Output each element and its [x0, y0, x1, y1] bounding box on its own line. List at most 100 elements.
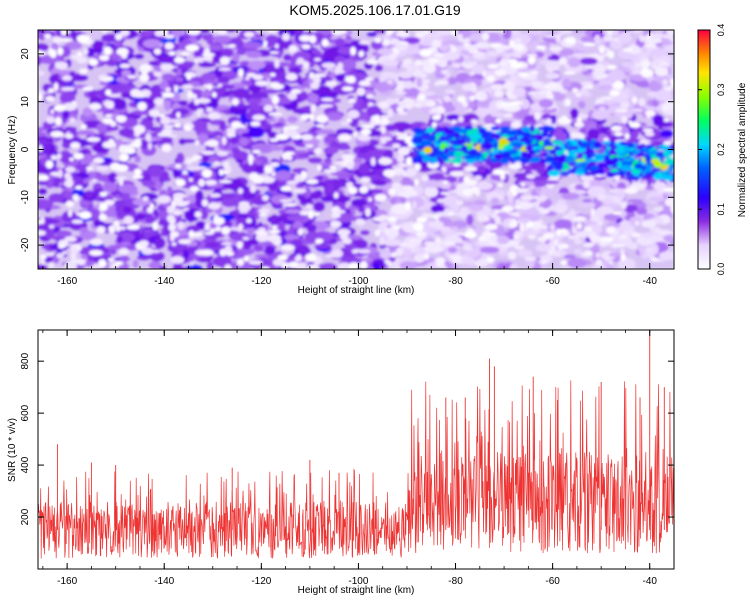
spectrogram-cell	[395, 31, 410, 37]
spectrogram-cell	[89, 238, 103, 246]
spectrogram-cell	[153, 97, 164, 106]
spectrogram-cell	[269, 229, 281, 234]
spectrogram-cell	[438, 44, 449, 52]
spectrogram-cell	[212, 255, 232, 268]
spectrogram-cell	[243, 31, 255, 38]
spectrogram-cell	[250, 121, 261, 127]
spectrogram-cell	[371, 179, 387, 186]
spectrogram-cell	[130, 141, 142, 148]
spectrogram-cell	[38, 54, 42, 66]
spectrogram-signal-cell	[638, 143, 646, 148]
spectrogram-cell	[619, 234, 627, 239]
spectrogram-cell	[576, 190, 587, 194]
spectrogram-cell	[215, 226, 221, 232]
spectrogram-cell	[530, 80, 544, 89]
spectrogram-cell	[591, 110, 609, 121]
spectrogram-cell	[38, 49, 42, 54]
spectrogram-cell	[283, 234, 300, 241]
spectrogram-signal-cell	[437, 138, 442, 144]
spectrogram-cell	[346, 117, 352, 123]
spectrogram-signal-cell	[541, 152, 548, 157]
spectrogram-signal-cell	[623, 145, 630, 153]
spectrogram-signal-cell	[653, 172, 662, 181]
spectrogram-cell	[590, 214, 599, 223]
spectrogram-cell	[598, 193, 604, 201]
spectrogram-cell	[626, 199, 644, 204]
spectrogram-cell	[405, 168, 417, 177]
spectrogram-cell	[424, 253, 430, 260]
spectrogram-cell	[280, 244, 295, 251]
spectrogram-cell	[177, 221, 184, 230]
spectrogram-cell	[162, 92, 175, 98]
spectrogram-cell	[313, 57, 322, 62]
spectrogram-cell	[638, 246, 646, 257]
spectrogram-y-tick-label: -10	[20, 190, 31, 205]
spectrogram-cell	[65, 166, 76, 173]
spectrogram-cell	[443, 95, 451, 103]
spectrogram-cell	[355, 218, 366, 226]
spectrogram-cell	[274, 39, 293, 50]
spectrogram-cell	[83, 48, 89, 55]
spectrogram-cell	[490, 197, 500, 205]
spectrogram-cell	[269, 72, 276, 77]
spectrogram-signal-cell	[482, 154, 488, 159]
snr-y-axis-label: SNR (10 * v/v)	[7, 418, 18, 482]
spectrogram-cell	[532, 220, 542, 230]
spectrogram-cell	[231, 146, 241, 155]
spectrogram-cell	[261, 176, 275, 184]
spectrogram-cell	[114, 164, 129, 172]
spectrogram-cell	[182, 207, 189, 212]
spectrogram-cell	[474, 52, 485, 59]
spectrogram-cell	[119, 254, 130, 263]
spectrogram-cell	[221, 69, 238, 78]
spectrogram-cell	[64, 126, 75, 132]
spectrogram-cell	[206, 33, 214, 45]
spectrogram-signal-cell	[443, 146, 449, 155]
spectrogram-cell	[175, 178, 186, 187]
spectrogram-cell	[187, 90, 193, 99]
spectrogram-cell	[602, 182, 611, 188]
spectrogram-cell	[147, 142, 152, 150]
spectrogram-cell	[518, 180, 535, 187]
spectrogram-image	[38, 30, 674, 269]
spectrogram-cell	[422, 59, 430, 66]
spectrogram-cell	[541, 113, 552, 120]
spectrogram-cell	[334, 37, 345, 48]
spectrogram-cell	[441, 69, 448, 75]
spectrogram-signal-cell	[642, 147, 648, 151]
spectrogram-cell	[341, 59, 357, 70]
spectrogram-cell	[255, 233, 269, 243]
spectrogram-cell	[374, 37, 382, 43]
spectrogram-cell	[415, 33, 425, 38]
spectrogram-cell	[613, 229, 619, 236]
spectrogram-cell	[573, 238, 583, 245]
spectrogram-cell	[235, 159, 244, 164]
spectrogram-cell	[578, 202, 596, 208]
spectrogram-cell	[563, 254, 577, 259]
spectrogram-cell	[589, 230, 594, 234]
spectrogram-cell	[196, 98, 211, 104]
spectrogram-cell	[621, 61, 636, 68]
spectrogram-cell	[89, 265, 103, 269]
spectrogram-cell	[38, 188, 48, 195]
spectrogram-cell	[587, 128, 600, 141]
spectrogram-cell	[417, 93, 426, 101]
spectrogram-cell	[353, 131, 358, 137]
spectrogram-cell	[98, 213, 107, 222]
spectrogram-cell	[570, 30, 586, 34]
spectrogram-signal-cell	[594, 152, 604, 160]
spectrogram-cell	[645, 109, 656, 117]
spectrogram-cell	[108, 225, 116, 234]
spectrogram-cell	[61, 75, 73, 81]
spectrogram-cell	[360, 128, 372, 136]
spectrogram-cell	[82, 107, 93, 117]
spectrogram-cell	[535, 243, 555, 253]
spectrogram-signal-cell	[519, 137, 531, 143]
spectrogram-cell	[598, 46, 606, 54]
spectrogram-cell	[608, 260, 614, 265]
spectrogram-cell	[575, 93, 582, 98]
spectrogram-signal-cell	[668, 160, 674, 165]
spectrogram-cell	[565, 36, 577, 45]
spectrogram-cell	[38, 32, 46, 41]
spectrogram-cell	[323, 146, 339, 155]
